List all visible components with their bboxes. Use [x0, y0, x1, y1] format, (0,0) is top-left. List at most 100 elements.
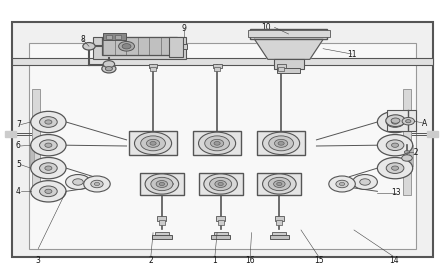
Bar — [193, 131, 241, 155]
Circle shape — [205, 136, 229, 151]
Circle shape — [215, 176, 241, 192]
Bar — [198, 173, 243, 195]
Circle shape — [31, 158, 66, 179]
Circle shape — [392, 143, 399, 147]
Bar — [387, 110, 416, 131]
Bar — [150, 67, 156, 70]
Circle shape — [204, 174, 237, 194]
Bar — [140, 173, 184, 195]
Bar — [155, 232, 169, 235]
Text: 5: 5 — [16, 160, 21, 169]
Text: 6: 6 — [16, 142, 21, 151]
Circle shape — [282, 180, 294, 188]
Circle shape — [45, 189, 52, 193]
Bar — [213, 64, 222, 68]
Bar — [277, 64, 286, 68]
Circle shape — [122, 44, 131, 49]
Text: A: A — [422, 119, 427, 128]
Circle shape — [218, 183, 223, 185]
Circle shape — [386, 115, 405, 126]
Bar — [257, 173, 301, 195]
Text: 10: 10 — [261, 23, 271, 32]
Bar — [12, 58, 433, 65]
Circle shape — [329, 176, 355, 192]
Circle shape — [275, 176, 301, 192]
Bar — [152, 235, 171, 239]
Circle shape — [94, 183, 100, 185]
Bar — [277, 68, 300, 73]
Polygon shape — [427, 131, 438, 137]
Bar — [159, 220, 165, 225]
Bar — [157, 216, 166, 221]
Circle shape — [45, 166, 52, 170]
Bar — [218, 220, 224, 225]
Circle shape — [31, 181, 66, 202]
Circle shape — [336, 180, 348, 188]
Bar — [214, 67, 220, 70]
Bar — [275, 216, 284, 221]
Bar — [102, 37, 177, 55]
Circle shape — [103, 61, 115, 68]
Circle shape — [269, 136, 293, 151]
Circle shape — [392, 166, 399, 170]
Circle shape — [386, 140, 404, 151]
Text: 2: 2 — [148, 256, 153, 265]
Circle shape — [159, 183, 164, 185]
Circle shape — [285, 183, 291, 185]
Circle shape — [168, 183, 173, 185]
Circle shape — [66, 174, 90, 189]
Bar — [103, 34, 126, 40]
Circle shape — [164, 180, 177, 188]
Circle shape — [105, 66, 113, 71]
Circle shape — [402, 155, 412, 161]
Circle shape — [377, 111, 413, 133]
Bar — [214, 232, 228, 235]
Bar — [211, 235, 230, 239]
Circle shape — [404, 151, 410, 154]
Circle shape — [73, 179, 83, 185]
Text: 4: 4 — [16, 187, 21, 196]
Circle shape — [353, 174, 377, 189]
Bar — [409, 145, 413, 166]
Text: 9: 9 — [182, 24, 187, 33]
Text: 11: 11 — [347, 50, 357, 58]
Circle shape — [275, 139, 288, 147]
Circle shape — [274, 181, 285, 187]
Bar — [248, 30, 330, 38]
Bar — [12, 22, 433, 257]
Circle shape — [39, 186, 57, 197]
Bar — [149, 64, 157, 68]
Circle shape — [119, 42, 135, 51]
Text: 15: 15 — [314, 256, 323, 265]
Circle shape — [406, 120, 411, 123]
Bar — [272, 232, 287, 235]
Bar — [29, 43, 416, 249]
Circle shape — [339, 183, 345, 185]
Circle shape — [214, 142, 220, 145]
Circle shape — [210, 177, 232, 191]
Bar — [274, 58, 303, 69]
Circle shape — [263, 174, 296, 194]
Circle shape — [31, 135, 66, 156]
Circle shape — [377, 135, 413, 156]
Circle shape — [210, 139, 224, 147]
Circle shape — [39, 140, 57, 151]
Circle shape — [198, 132, 236, 155]
Circle shape — [151, 177, 173, 191]
Text: 8: 8 — [80, 35, 85, 44]
Circle shape — [91, 180, 103, 188]
Circle shape — [147, 139, 159, 147]
Circle shape — [145, 174, 179, 194]
Circle shape — [141, 136, 165, 151]
Circle shape — [84, 176, 110, 192]
Bar — [177, 44, 187, 49]
Circle shape — [157, 176, 184, 192]
Bar — [106, 35, 113, 39]
Bar — [257, 131, 305, 155]
Text: 3: 3 — [36, 256, 41, 265]
Circle shape — [222, 180, 234, 188]
Text: 14: 14 — [389, 256, 399, 265]
Circle shape — [386, 163, 404, 173]
Circle shape — [45, 143, 52, 147]
Text: 12: 12 — [409, 148, 418, 157]
